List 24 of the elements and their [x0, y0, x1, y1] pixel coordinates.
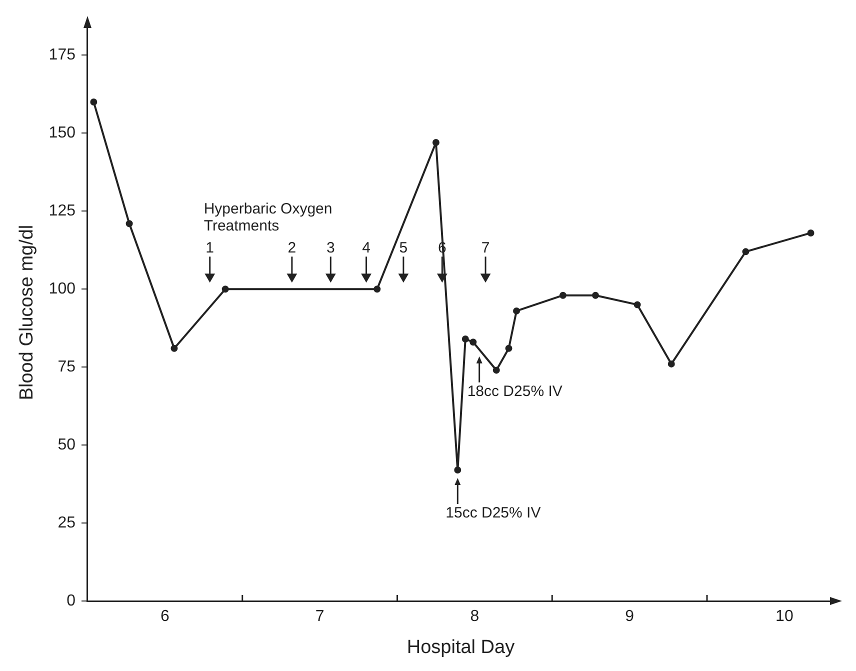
y-tick-label: 75 [58, 358, 76, 376]
y-tick-label: 175 [48, 46, 76, 64]
annotation: 4 [362, 240, 370, 257]
y-axis-title: Blood Glucose mg/dl [16, 224, 38, 400]
annotation: 5 [399, 240, 408, 257]
annotation: 2 [288, 240, 296, 257]
y-tick-label: 0 [66, 592, 76, 610]
y-tick-label: 150 [48, 124, 76, 142]
text: Hyperbaric Oxygen Treatments [204, 200, 332, 235]
annotation: 7 [481, 240, 490, 257]
y-tick-label: 100 [48, 280, 76, 298]
x-tick-label: 7 [315, 608, 324, 626]
x-tick-label: 10 [776, 608, 794, 626]
x-tick-label: 8 [470, 608, 480, 626]
y-tick-label: 50 [58, 436, 76, 454]
annotation: 1 [206, 240, 214, 257]
annotation: 3 [326, 240, 335, 257]
x-tick-label: 6 [160, 608, 170, 626]
y-tick-label: 125 [48, 202, 76, 220]
x-axis-title: Hospital Day [406, 636, 516, 658]
x-tick-label: 9 [625, 608, 634, 626]
y-tick-label: 25 [58, 514, 76, 532]
annotation: 15cc D25% IV [446, 504, 541, 522]
annotation: 18cc D25% IV [467, 383, 562, 400]
